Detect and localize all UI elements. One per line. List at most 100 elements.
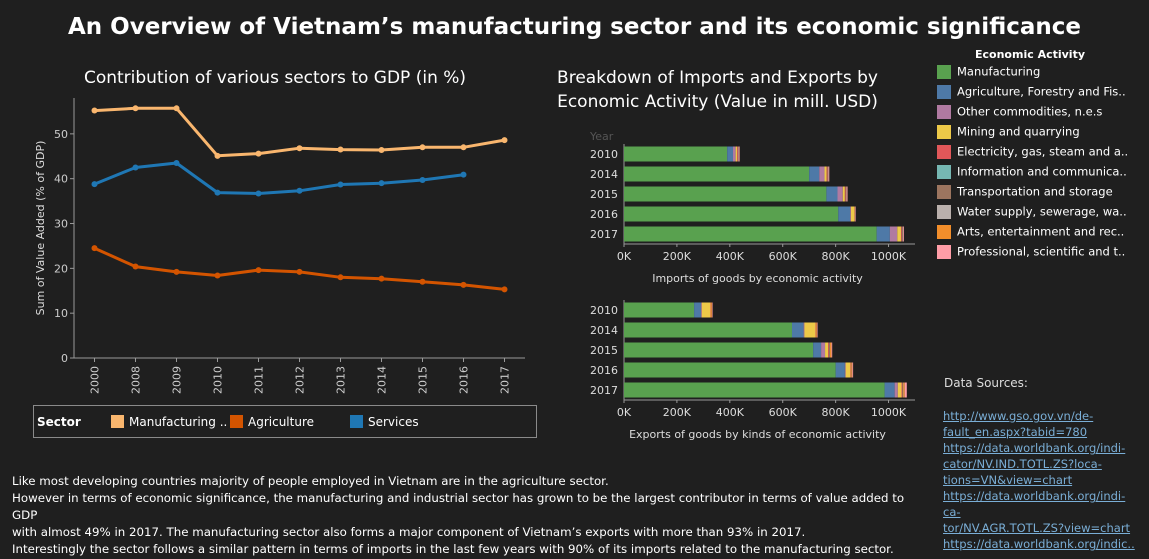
bar-segment: [816, 322, 818, 338]
bar-segment: [850, 362, 851, 378]
legend-swatch: [937, 64, 951, 79]
legend-swatch: [937, 124, 951, 139]
bar-segment: [738, 146, 740, 162]
bar-segment: [904, 382, 907, 398]
data-point: [132, 105, 139, 112]
data-point: [460, 171, 467, 178]
y-tick-label: 0: [61, 352, 68, 365]
bar-segment: [884, 382, 895, 398]
source-link-line[interactable]: https://data.worldbank.org/indic..: [943, 537, 1135, 551]
bar-segment: [624, 186, 827, 202]
bar-segment: [624, 166, 810, 182]
legend-services-label[interactable]: Services: [368, 415, 419, 429]
bar-segment: [842, 186, 845, 202]
data-point: [91, 107, 98, 114]
bar-segment: [897, 382, 902, 398]
category-label: 2017: [590, 228, 618, 241]
data-point: [460, 281, 467, 288]
legend-item[interactable]: Mining and quarrying: [937, 124, 1080, 144]
legend-item[interactable]: Professional, scientific and t..: [937, 244, 1125, 264]
category-label: 2015: [590, 188, 618, 201]
bar-segment: [835, 362, 845, 378]
dashboard-title: An Overview of Vietnam’s manufacturing s…: [67, 14, 1082, 40]
source-link-line[interactable]: https://data.worldbank.org/indi-: [943, 489, 1126, 503]
activity-legend-title: Economic Activity: [975, 48, 1085, 61]
source-link-line[interactable]: tor/NV.AGR.TOTL.ZS?view=chart: [943, 521, 1131, 535]
source-link-line[interactable]: ca-: [943, 505, 961, 519]
legend-agriculture-label[interactable]: Agriculture: [248, 415, 314, 429]
legend-swatch: [937, 144, 951, 159]
bar-segment: [809, 166, 820, 182]
source-link-line[interactable]: tions=VN&view=chart: [943, 473, 1073, 487]
bar-segment: [854, 206, 856, 222]
x-tick-label: 2014: [376, 366, 389, 394]
legend-label: Water supply, sewerage, wa..: [957, 204, 1127, 219]
note-line-3: with almost 49% in 2017. The manufacturi…: [12, 525, 806, 539]
bar-segment: [624, 322, 792, 338]
x-tick-label: 800K: [822, 406, 851, 419]
data-point: [378, 147, 385, 153]
x-axis-title: Imports of goods by economic activity: [652, 272, 863, 285]
bar-segment: [738, 146, 739, 162]
x-tick-label: 1000K: [871, 250, 907, 263]
trade-title-line1: Breakdown of Imports and Exports by: [557, 68, 878, 88]
data-point: [296, 145, 303, 152]
data-point: [501, 286, 508, 293]
data-point: [214, 272, 221, 279]
bar-segment: [850, 362, 852, 378]
legend-item[interactable]: Manufacturing: [937, 64, 1040, 84]
bar-segment: [903, 226, 904, 242]
note-line-2: However in terms of economic significanc…: [12, 491, 905, 522]
source-link-line[interactable]: https://data.worldbank.org/indi-: [943, 441, 1126, 455]
legend-item[interactable]: Water supply, sewerage, wa..: [937, 204, 1127, 224]
legend-item[interactable]: Arts, entertainment and rec..: [937, 224, 1124, 244]
gdp-line-chart: 0 10 20 30 40 50 Sum of Value Added (% of GDP)…: [34, 98, 525, 394]
data-point: [419, 278, 426, 285]
bar-segment: [900, 226, 902, 242]
bar-segment: [624, 302, 695, 318]
legend-item[interactable]: Transportation and storage: [937, 184, 1113, 204]
legend-item[interactable]: Other commodities, n.e.s: [937, 104, 1102, 124]
x-tick-label: 2017: [499, 366, 512, 394]
x-tick-label: 2008: [130, 366, 143, 394]
x-tick-label: 2000: [89, 366, 102, 394]
data-point: [419, 144, 426, 151]
data-point: [296, 268, 303, 275]
bar-segment: [901, 226, 903, 242]
bar-segment: [694, 302, 701, 318]
data-point: [255, 150, 262, 157]
legend-label: Electricity, gas, steam and a..: [957, 144, 1129, 159]
data-point: [337, 274, 344, 281]
x-tick-label: 2009: [171, 366, 184, 394]
legend-swatch: [937, 184, 951, 199]
x-tick-label: 600K: [769, 406, 798, 419]
bar-segment: [828, 166, 830, 182]
x-tick-label: 2016: [458, 366, 471, 394]
bar-segment: [817, 322, 818, 338]
data-point: [296, 187, 303, 194]
category-label: 2017: [590, 384, 618, 397]
category-label: 2014: [590, 168, 618, 181]
x-tick-label: 0K: [617, 406, 632, 419]
source-link-line[interactable]: cator/NV.IND.TOTL.ZS?loca-: [943, 457, 1102, 471]
bar-segment: [711, 302, 713, 318]
description-text: Like most developing countries majority …: [12, 473, 912, 558]
data-point: [173, 268, 180, 275]
bar-segment: [845, 362, 851, 378]
bar-segment: [854, 206, 856, 222]
legend-manufacturing-label[interactable]: Manufacturing ..: [129, 415, 228, 429]
bar-segment: [846, 186, 848, 202]
agriculture-swatch: [230, 415, 243, 428]
bar-segment: [824, 166, 827, 182]
source-link-line[interactable]: fault_en.aspx?tabid=780: [943, 425, 1088, 439]
y-tick-label: 20: [54, 262, 68, 275]
legend-swatch: [937, 224, 951, 239]
source-link-line[interactable]: http://www.gso.gov.vn/de-: [943, 409, 1094, 423]
legend-item[interactable]: Agriculture, Forestry and Fis..: [937, 84, 1126, 104]
legend-swatch: [937, 204, 951, 219]
legend-item[interactable]: Electricity, gas, steam and a..: [937, 144, 1128, 164]
bar-segment: [838, 206, 851, 222]
legend-item[interactable]: Information and communica..: [937, 164, 1127, 184]
bar-segment: [727, 146, 733, 162]
sector-legend-header: Sector: [37, 415, 81, 429]
